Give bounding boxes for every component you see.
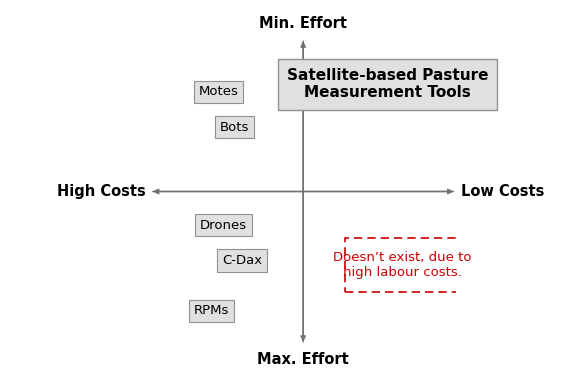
Text: High Costs: High Costs — [57, 184, 145, 199]
Text: Bots: Bots — [220, 121, 249, 134]
Text: C-Dax: C-Dax — [222, 254, 262, 267]
Text: Max. Effort: Max. Effort — [257, 352, 349, 367]
Text: Low Costs: Low Costs — [461, 184, 545, 199]
Text: Min. Effort: Min. Effort — [259, 16, 347, 31]
Text: RPMs: RPMs — [194, 304, 229, 318]
Text: Doesn’t exist, due to
high labour costs.: Doesn’t exist, due to high labour costs. — [333, 251, 472, 279]
Text: Satellite-based Pasture
Measurement Tools: Satellite-based Pasture Measurement Tool… — [287, 68, 488, 100]
Text: Motes: Motes — [199, 85, 239, 98]
Text: Drones: Drones — [200, 219, 247, 232]
